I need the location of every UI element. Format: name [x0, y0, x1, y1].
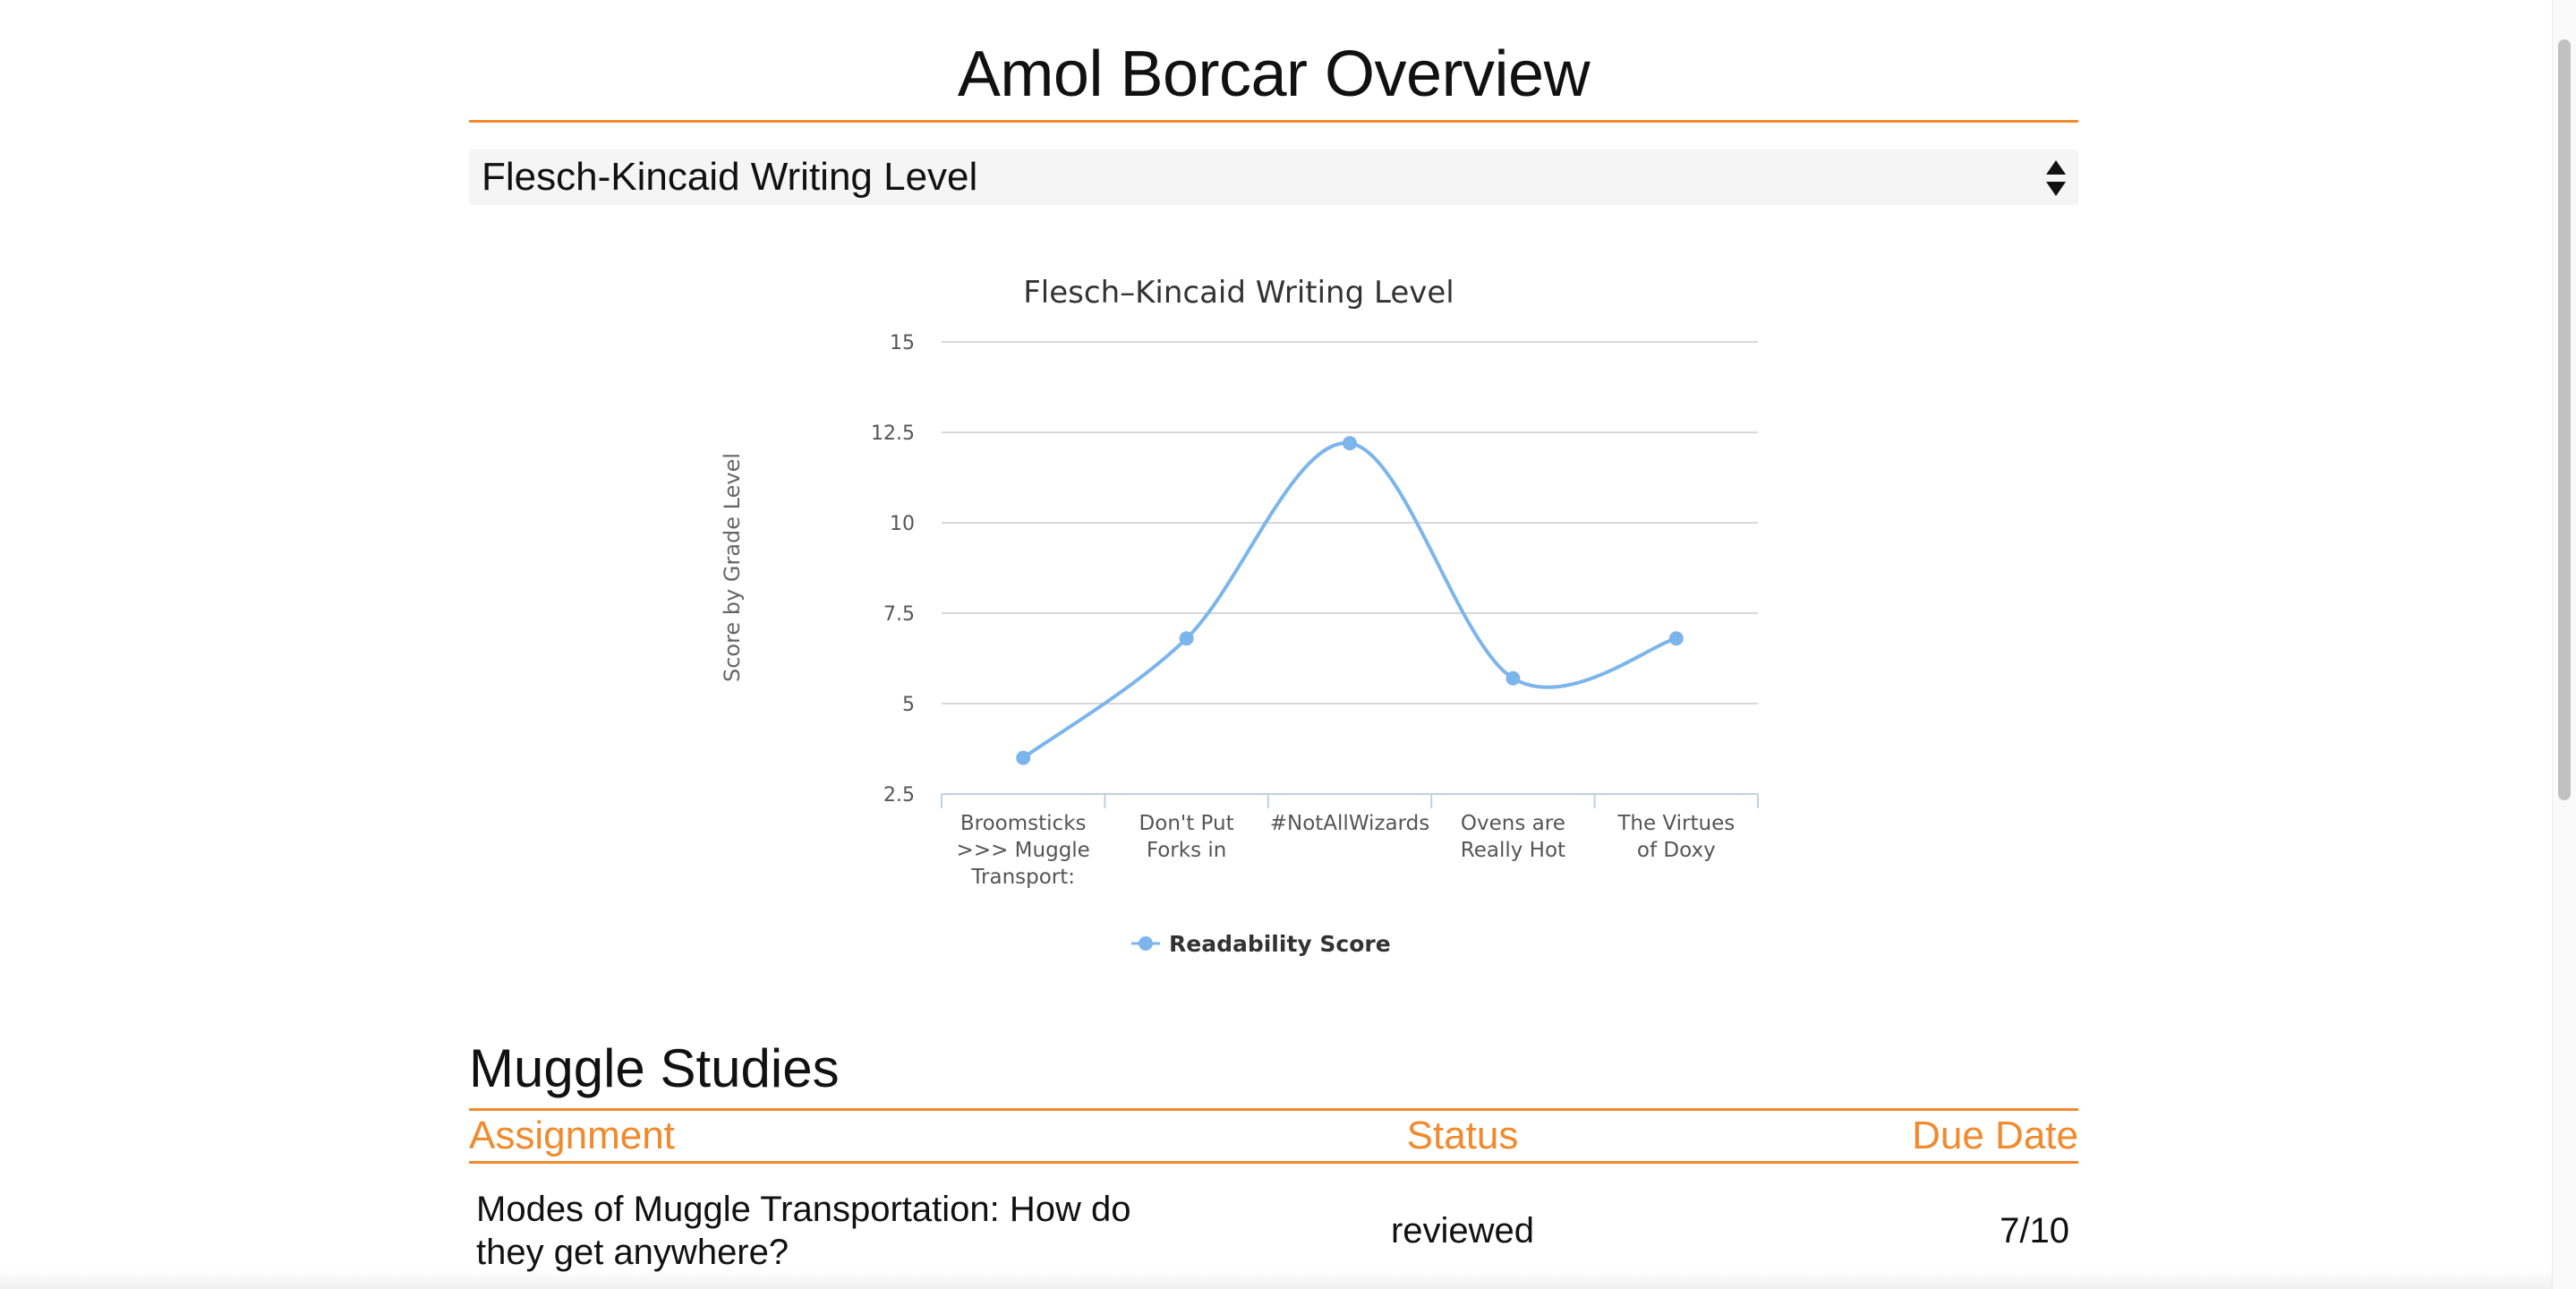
page-title: Amol Borcar Overview [957, 38, 1591, 110]
column-header-due-date: Due Date [1912, 1114, 2078, 1157]
y-tick-label: 15 [890, 332, 915, 354]
chart-title: Flesch–Kincaid Writing Level [1023, 275, 1454, 311]
y-tick-label: 7.5 [883, 603, 915, 626]
data-point[interactable] [1506, 670, 1521, 686]
column-header-assignment: Assignment [469, 1114, 675, 1157]
table-row[interactable]: Modes of Muggle Transportation: How do t… [469, 1164, 2078, 1289]
metric-select-value: Flesch-Kincaid Writing Level [482, 155, 978, 199]
assignment-due-date: 7/10 [2000, 1210, 2069, 1251]
chart-y-axis-label: Score by Grade Level [720, 453, 745, 682]
scrollbar-thumb[interactable] [2558, 39, 2571, 800]
course-title: Muggle Studies [469, 1038, 840, 1098]
x-tick-label: The Virtues of Doxy [1616, 812, 1735, 862]
y-tick-label: 5 [902, 694, 915, 716]
title-divider [469, 120, 2078, 123]
y-tick-label: 12.5 [871, 423, 915, 445]
y-tick-label: 2.5 [883, 784, 915, 807]
chart-svg: Flesch–Kincaid Writing Level Score by Gr… [720, 275, 1759, 957]
metric-select[interactable]: Flesch-Kincaid Writing Level [469, 149, 2078, 205]
course-section: Muggle Studies Assignment Status Due Dat… [469, 1029, 2078, 1289]
series-line-readability-score [1022, 441, 1677, 760]
assignment-status: reviewed [1390, 1210, 1535, 1251]
chart-y-ticks: 2.5 5 7.5 10 12.5 15 [871, 332, 915, 807]
legend-marker [1139, 936, 1153, 951]
chart-gridlines [942, 341, 1758, 704]
x-tick-label: Ovens are Really Hot [1461, 812, 1565, 862]
legend-label: Readability Score [1169, 931, 1391, 957]
assignments-table-header: Assignment Status Due Date [469, 1108, 2078, 1164]
data-point[interactable] [1016, 750, 1031, 765]
column-header-status: Status [1406, 1114, 1519, 1157]
chart-legend[interactable]: Readability Score [1131, 931, 1391, 957]
chart-series [1016, 436, 1684, 765]
data-point[interactable] [1668, 631, 1684, 646]
bottom-shadow [0, 1269, 2553, 1289]
main-content: Amol Borcar Overview Flesch-Kincaid Writ… [469, 0, 2078, 1272]
assignment-name[interactable]: Modes of Muggle Transportation: How do t… [476, 1190, 1131, 1272]
x-tick-label: Broomsticks >>> Muggle Transport: [957, 812, 1090, 889]
y-tick-label: 10 [890, 513, 915, 535]
chart-x-axis: Broomsticks >>> Muggle Transport: Don't Put… [941, 793, 1759, 889]
data-point[interactable] [1343, 436, 1357, 451]
select-arrows-icon [2046, 160, 2066, 196]
vertical-scrollbar[interactable] [2552, 0, 2576, 1289]
x-tick-label: #NotAllWizards [1270, 812, 1430, 835]
chart: Flesch–Kincaid Writing Level Score by Gr… [469, 224, 2078, 985]
x-tick-label: Don't Put Forks in [1139, 812, 1234, 862]
data-point[interactable] [1179, 631, 1194, 646]
